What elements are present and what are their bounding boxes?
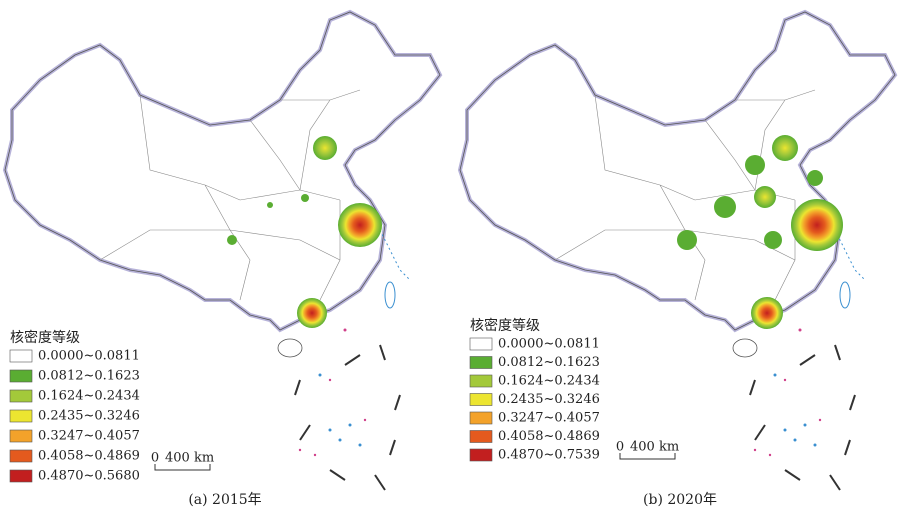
panel-2015: 核密度等级 0.0000~0.0811 0.0812~0.1623 0.1624~0.… (3, 10, 442, 508)
legend-label: 0.3247~0.4057 (498, 411, 600, 426)
hotspot (677, 230, 697, 250)
legend-swatch (469, 393, 493, 406)
legend-label: 0.1624~0.2434 (498, 374, 600, 389)
legend-swatch (9, 369, 33, 383)
legend-label: 0.4058~0.4869 (38, 449, 140, 464)
hotspot (313, 136, 337, 160)
legend-label: 0.2435~0.3246 (498, 392, 600, 407)
legend-swatch (469, 337, 493, 351)
legend-label: 0.0812~0.1623 (38, 369, 140, 384)
hotspot (754, 186, 776, 208)
legend-label: 0.0000~0.0811 (38, 349, 140, 364)
scale-label: 400 km (630, 440, 679, 455)
hotspot (772, 135, 798, 161)
legend-label: 0.0812~0.1623 (498, 355, 600, 370)
scale-zero: 0 (151, 451, 159, 466)
hotspot (301, 194, 309, 202)
panel-2020: 核密度等级 0.0000~0.0811 0.0812~0.1623 0.1624~0.… (458, 10, 897, 508)
legend-swatch (9, 409, 33, 423)
legend-label: 0.4870~0.5680 (38, 469, 140, 484)
scale-bar (154, 464, 211, 471)
legend-swatch (469, 374, 493, 388)
legend-label: 0.0000~0.0811 (498, 337, 600, 352)
legend-title: 核密度等级 (10, 329, 80, 346)
legend-swatch (9, 449, 33, 463)
hotspot (297, 298, 327, 328)
scale-zero: 0 (616, 440, 624, 455)
hotspot (807, 170, 823, 186)
legend-swatch (469, 448, 493, 462)
hotspot (338, 203, 382, 247)
hotspot (227, 235, 237, 245)
hotspot (751, 297, 783, 329)
legend-swatch (469, 430, 493, 443)
legend-label: 0.4870~0.7539 (498, 448, 600, 463)
caption: (b) 2020年 (643, 492, 717, 508)
hotspot (267, 202, 273, 208)
legend-swatch (469, 356, 493, 369)
hotspot (745, 155, 765, 175)
legend-label: 0.2435~0.3246 (38, 409, 140, 424)
legend-swatch (9, 469, 33, 483)
scale-bar (619, 453, 676, 460)
legend-label: 0.3247~0.4057 (38, 429, 140, 444)
hotspot (791, 199, 843, 251)
legend-title: 核密度等级 (470, 317, 540, 334)
legend-label: 0.1624~0.2434 (38, 389, 140, 404)
scale-label: 400 km (165, 451, 214, 466)
caption: (a) 2015年 (188, 492, 261, 508)
legend-swatch (9, 429, 33, 443)
legend-swatch (9, 389, 33, 403)
legend-label: 0.4058~0.4869 (498, 429, 600, 444)
hotspot (764, 231, 782, 249)
legend-swatch (9, 349, 33, 363)
hotspot (714, 196, 736, 218)
legend-swatch (469, 411, 493, 425)
